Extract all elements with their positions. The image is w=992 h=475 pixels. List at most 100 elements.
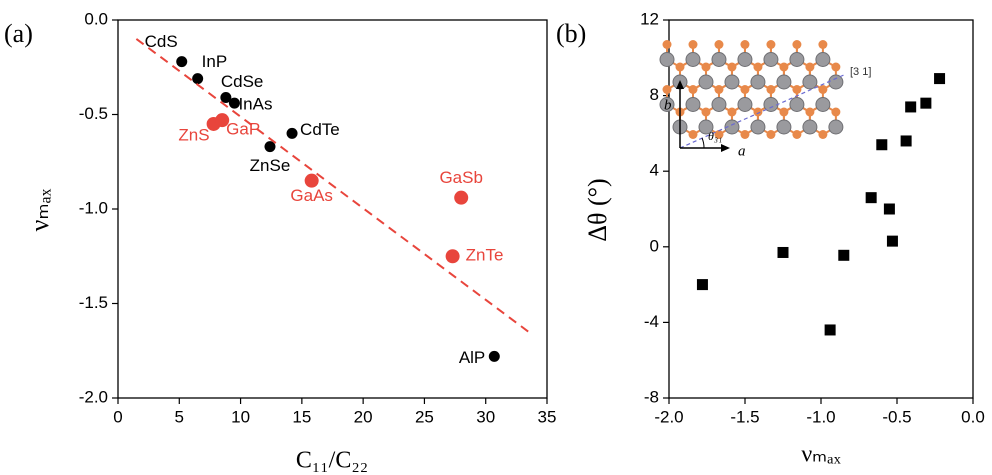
direction-label: [3 1]	[850, 66, 871, 78]
atom	[725, 75, 739, 89]
point	[884, 204, 895, 215]
y-tick-label: 0.0	[84, 9, 108, 28]
x-tick-label: 0	[113, 407, 122, 426]
atom	[790, 53, 804, 67]
y-tick-label: -1.0	[79, 198, 108, 217]
point	[876, 139, 887, 150]
point	[454, 191, 468, 205]
atom	[738, 53, 752, 67]
angle-label: θ₃₁	[708, 129, 722, 143]
x-tick-label: 25	[415, 407, 434, 426]
x-tick-label: 5	[175, 407, 184, 426]
point-label: ZnTe	[466, 246, 504, 265]
point-label: ZnS	[178, 125, 209, 144]
x-tick-label: 20	[354, 407, 373, 426]
point-label: GaAs	[290, 186, 333, 205]
point-label: GaP	[226, 120, 260, 139]
y-tick-label: -0.5	[79, 104, 108, 123]
x-tick-label: 35	[538, 407, 557, 426]
atom	[663, 85, 672, 94]
atom	[816, 98, 830, 112]
atom	[714, 85, 723, 94]
atom	[805, 108, 814, 117]
point-label: GaSb	[439, 168, 482, 187]
atom	[727, 108, 736, 117]
point-label: AlP	[459, 348, 485, 367]
angle-arc	[702, 138, 704, 148]
atom	[701, 108, 710, 117]
atom	[688, 130, 697, 139]
atom	[676, 63, 685, 72]
atom	[712, 98, 726, 112]
arrow-head	[721, 144, 730, 152]
atom	[831, 63, 840, 72]
y-tick-label: 8	[650, 85, 659, 104]
figure: (a) (b) 05101520253035-2.0-1.5-1.0-0.50.…	[0, 0, 992, 475]
y-tick-label: 0	[650, 236, 659, 255]
x-axis-label: νₘₐₓ	[801, 442, 840, 468]
atom	[764, 53, 778, 67]
atom	[818, 130, 827, 139]
atom	[790, 98, 804, 112]
atom	[686, 53, 700, 67]
point	[778, 247, 789, 258]
point	[287, 128, 298, 139]
atom	[777, 120, 791, 134]
y-tick-label: -2.0	[79, 387, 108, 406]
x-tick-label: -1.0	[806, 407, 835, 426]
point	[838, 250, 849, 261]
atom	[803, 75, 817, 89]
atom	[831, 108, 840, 117]
x-axis-label: C₁₁/C₂₂	[296, 448, 368, 474]
plot-frame	[118, 20, 547, 398]
point-label: CdTe	[300, 120, 340, 139]
y-tick-label: -1.5	[79, 293, 108, 312]
x-tick-label: 10	[231, 407, 250, 426]
atom	[792, 85, 801, 94]
point	[489, 351, 500, 362]
atom	[663, 40, 672, 49]
atom	[818, 85, 827, 94]
atom	[816, 53, 830, 67]
atom	[740, 40, 749, 49]
atom	[727, 63, 736, 72]
x-tick-label: -2.0	[654, 407, 683, 426]
lattice-inset	[660, 40, 846, 152]
atom	[738, 98, 752, 112]
plot-frame	[669, 20, 973, 398]
x-tick-label: 30	[476, 407, 495, 426]
x-tick-label: 0.0	[961, 407, 985, 426]
atom	[829, 120, 843, 134]
point	[446, 249, 460, 263]
atom	[792, 130, 801, 139]
y-tick-label: 12	[640, 9, 659, 28]
atom	[699, 75, 713, 89]
point	[825, 324, 836, 335]
y-axis-label: νₘₐₓ	[25, 188, 54, 231]
atom	[803, 120, 817, 134]
point	[176, 56, 187, 67]
a-label: a⃗	[738, 143, 757, 159]
atom	[740, 130, 749, 139]
atom	[753, 63, 762, 72]
atom	[714, 40, 723, 49]
atom	[766, 40, 775, 49]
point	[905, 101, 916, 112]
point	[934, 73, 945, 84]
point-label: InP	[202, 52, 228, 71]
atom	[829, 75, 843, 89]
atom	[818, 40, 827, 49]
point	[901, 135, 912, 146]
point	[697, 279, 708, 290]
atom	[792, 40, 801, 49]
atom	[751, 120, 765, 134]
x-tick-label: 15	[292, 407, 311, 426]
atom	[688, 85, 697, 94]
y-tick-label: 4	[650, 161, 659, 180]
atom	[686, 98, 700, 112]
point	[192, 73, 203, 84]
panel-label: (a)	[4, 19, 33, 48]
x-tick-label: -0.5	[882, 407, 911, 426]
atom	[740, 85, 749, 94]
atom	[805, 63, 814, 72]
